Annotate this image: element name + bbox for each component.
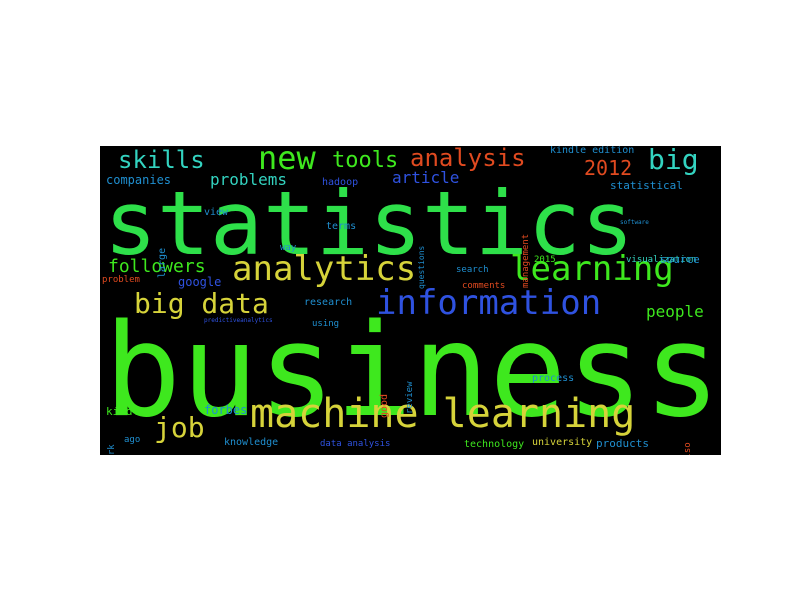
word-work: work [107,443,117,455]
word-business: business [104,297,721,446]
word-search: search [456,265,489,275]
word-using: using [312,319,340,329]
word-technology: technology [464,439,525,450]
word-2012: 2012 [584,156,633,180]
word-skills: skills [118,146,205,174]
word-cloud: business statistics machine learning analyt… [100,146,721,455]
word-visualization: visualization [626,255,697,265]
word-people: people [646,302,704,321]
word-questions: questions [417,245,426,290]
word-data-analysis: data analysis [320,439,391,449]
word-statistical: statistical [610,179,683,192]
word-good: good [379,393,390,418]
word-view: view [204,207,229,218]
word-problem: problem [102,275,140,285]
word-terms: terms [326,221,357,232]
word-big: big [648,146,699,176]
word-article: article [392,168,460,187]
word-forbes: forbes [204,403,248,417]
word-comments: comments [462,281,506,291]
word-university: university [532,437,593,448]
word-companies: companies [106,173,172,187]
word-analysis: analysis [410,146,526,172]
word-job: job [154,411,205,444]
word-large: large [157,247,168,278]
word-process: process [532,373,575,384]
word-big-data: big data [134,287,269,320]
word-hadoop: hadoop [322,177,359,188]
word-also: also [683,441,693,455]
word-statistics: statistics [104,172,634,275]
word-followers: followers [108,256,206,277]
word-problems: problems [210,170,288,189]
word-ago: ago [124,435,141,445]
word-2015: 2015 [534,255,556,265]
word-analytics: analytics [232,249,417,289]
word-review: review [405,381,415,415]
word-kindle-edition: kindle edition [550,146,635,156]
word-products: products [596,437,649,450]
word-predictiveanalytics: predictiveanalytics [204,317,273,324]
word-information: information [376,283,602,323]
word-learning: learning [510,249,674,289]
word-google: google [178,275,222,289]
word-management: management [521,233,531,288]
word-research: research [304,297,353,308]
word-tools: tools [332,148,399,173]
word-kindle: kindle [106,405,146,418]
word-machine-learning: machine learning [250,391,636,437]
word-software: software [620,219,649,226]
word-new: new [258,146,316,177]
word-knowledge: knowledge [224,437,279,448]
word-source: source [660,253,700,266]
word-way: way [280,243,297,253]
